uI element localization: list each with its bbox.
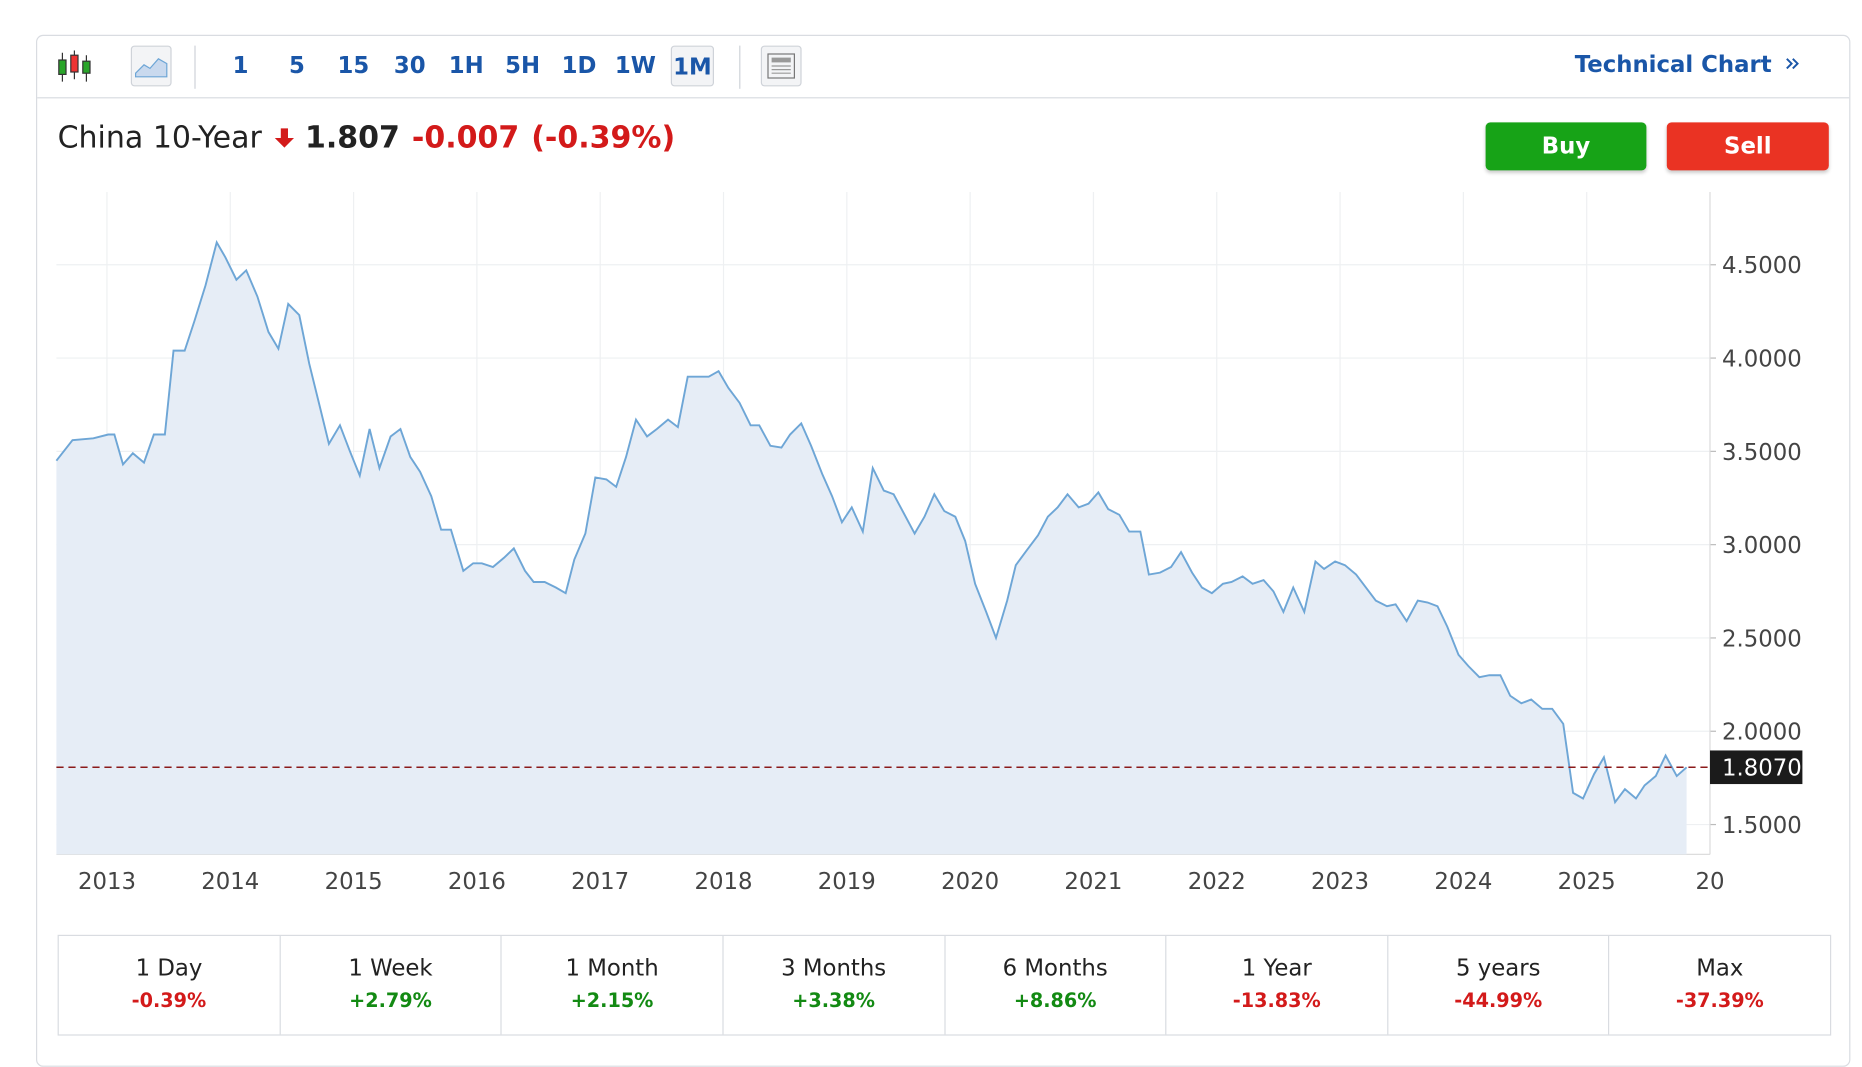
interval-group: 1 5 15 30 1H 5H 1D 1W 1M bbox=[212, 45, 714, 89]
x-tick-label: 2020 bbox=[941, 869, 999, 895]
x-tick-label: 2022 bbox=[1188, 869, 1246, 895]
y-tick-label: 2.0000 bbox=[1722, 720, 1802, 746]
x-tick-label: 2017 bbox=[571, 869, 629, 895]
interval-button[interactable]: 1H bbox=[448, 52, 484, 80]
line-chart-button[interactable] bbox=[130, 45, 172, 87]
instrument-name: China 10-Year bbox=[57, 120, 262, 155]
line bbox=[55, 239, 1688, 805]
interval-button[interactable]: 5H bbox=[505, 52, 541, 80]
period: 1 Day bbox=[135, 955, 203, 982]
performance-cell: Max -37.39% bbox=[1608, 936, 1830, 1035]
interval-button[interactable]: 1D bbox=[561, 52, 597, 80]
period: 1 Month bbox=[565, 955, 659, 982]
period-change: -0.39% bbox=[131, 988, 207, 1012]
period-change: +8.86% bbox=[1013, 988, 1097, 1012]
performance-cell: 1 Year -13.83% bbox=[1165, 936, 1387, 1035]
period-change: +2.79% bbox=[349, 988, 432, 1012]
y-tick-label: 4.0000 bbox=[1722, 346, 1802, 372]
performance-cell: 5 years -44.99% bbox=[1386, 936, 1609, 1035]
x-tick-label: 2025 bbox=[1558, 869, 1616, 895]
y-tick-label: 3.5000 bbox=[1722, 440, 1802, 466]
x-tick-label: 2019 bbox=[818, 869, 876, 895]
interval-button[interactable]: 5 bbox=[289, 52, 305, 80]
current-price-label: 1.8070 bbox=[1722, 756, 1802, 782]
candlestick-icon[interactable] bbox=[56, 50, 92, 84]
price: 1.807 bbox=[304, 120, 400, 155]
change-percent: (-0.39%) bbox=[531, 120, 676, 155]
period-change: +2.15% bbox=[570, 988, 654, 1012]
x-tick-label: 2016 bbox=[448, 869, 506, 895]
performance-cell: 1 Month +2.15% bbox=[500, 936, 723, 1035]
performance-cell: 6 Months +8.86% bbox=[943, 936, 1166, 1035]
buy-button[interactable]: Buy bbox=[1485, 122, 1647, 171]
interval-button[interactable]: 1M bbox=[670, 45, 714, 87]
x-tick-label: 20 bbox=[1695, 869, 1724, 895]
period: 1 Year bbox=[1241, 955, 1312, 982]
down-arrow bbox=[274, 127, 295, 147]
period: 1 Week bbox=[348, 955, 433, 982]
quote-card: 1 5 15 30 1H 5H 1D 1W 1M Technical Chart China 1… bbox=[36, 34, 1851, 1067]
area bbox=[56, 242, 1687, 855]
stage: 2013 2014 2015 2016 2017 2018 2019 2020 2021 2022… bbox=[36, 34, 1851, 1067]
period: Max bbox=[1696, 955, 1744, 982]
x-tick-label: 2014 bbox=[201, 869, 259, 895]
period-change: -13.83% bbox=[1232, 988, 1321, 1012]
x-tick-label: 2013 bbox=[78, 869, 136, 895]
period-change: -37.39% bbox=[1675, 988, 1764, 1012]
y-tick-label: 4.5000 bbox=[1722, 253, 1802, 279]
separator bbox=[194, 45, 196, 89]
chart: 2013 2014 2015 2016 2017 2018 2019 2020 2021 2022… bbox=[55, 192, 1803, 895]
period-change: +3.38% bbox=[792, 988, 875, 1012]
page: {"toolbar":{"intervals":["1","5","15","3… bbox=[36, 34, 1851, 1067]
period-change: -44.99% bbox=[1454, 988, 1543, 1012]
interval-button[interactable]: 15 bbox=[337, 52, 370, 80]
news-button[interactable] bbox=[760, 45, 802, 87]
toolbar: 1 5 15 30 1H 5H 1D 1W 1M Technical Chart bbox=[37, 36, 1850, 99]
performance-cell: 1 Week +2.79% bbox=[279, 936, 501, 1035]
interval-button[interactable]: 1 bbox=[232, 52, 249, 80]
y-tick-label: 2.5000 bbox=[1722, 626, 1802, 652]
period: 6 Months bbox=[1002, 955, 1108, 982]
interval-button[interactable]: 1W bbox=[614, 52, 656, 80]
x-tick-label: 2018 bbox=[694, 869, 752, 895]
period: 3 Months bbox=[781, 955, 887, 982]
x-tick-label: 2021 bbox=[1064, 869, 1122, 895]
performance-cell: 1 Day -0.39% bbox=[59, 936, 279, 1034]
period: 5 years bbox=[1456, 955, 1541, 982]
interval-button[interactable]: 30 bbox=[393, 52, 426, 80]
x-tick-label: 2015 bbox=[325, 869, 383, 895]
x-tick-label: 2024 bbox=[1434, 869, 1492, 895]
link-text[interactable]: Technical Chart bbox=[1574, 51, 1772, 78]
x-tick-label: 2023 bbox=[1311, 869, 1369, 895]
line-icon bbox=[135, 58, 168, 78]
current-price-box bbox=[1710, 750, 1803, 785]
y-tick-label: 1.5000 bbox=[1722, 813, 1802, 839]
chevron bbox=[1786, 58, 1799, 70]
technical-chart-link[interactable]: Technical Chart bbox=[1575, 52, 1801, 78]
instrument-header: China 10-Year 1.807 -0.007 (-0.39%) bbox=[58, 120, 676, 155]
sell-button[interactable]: Sell bbox=[1666, 122, 1829, 171]
news-icon bbox=[767, 53, 796, 79]
performance-cell: 3 Months +3.38% bbox=[722, 936, 944, 1035]
separator bbox=[739, 45, 741, 89]
y-tick-label: 3.0000 bbox=[1722, 533, 1802, 559]
change: -0.007 bbox=[411, 120, 520, 155]
performance-table: 1 Day -0.39% 1 Week +2.79% 1 Month +2.15% 3 Mo… bbox=[57, 934, 1832, 1036]
